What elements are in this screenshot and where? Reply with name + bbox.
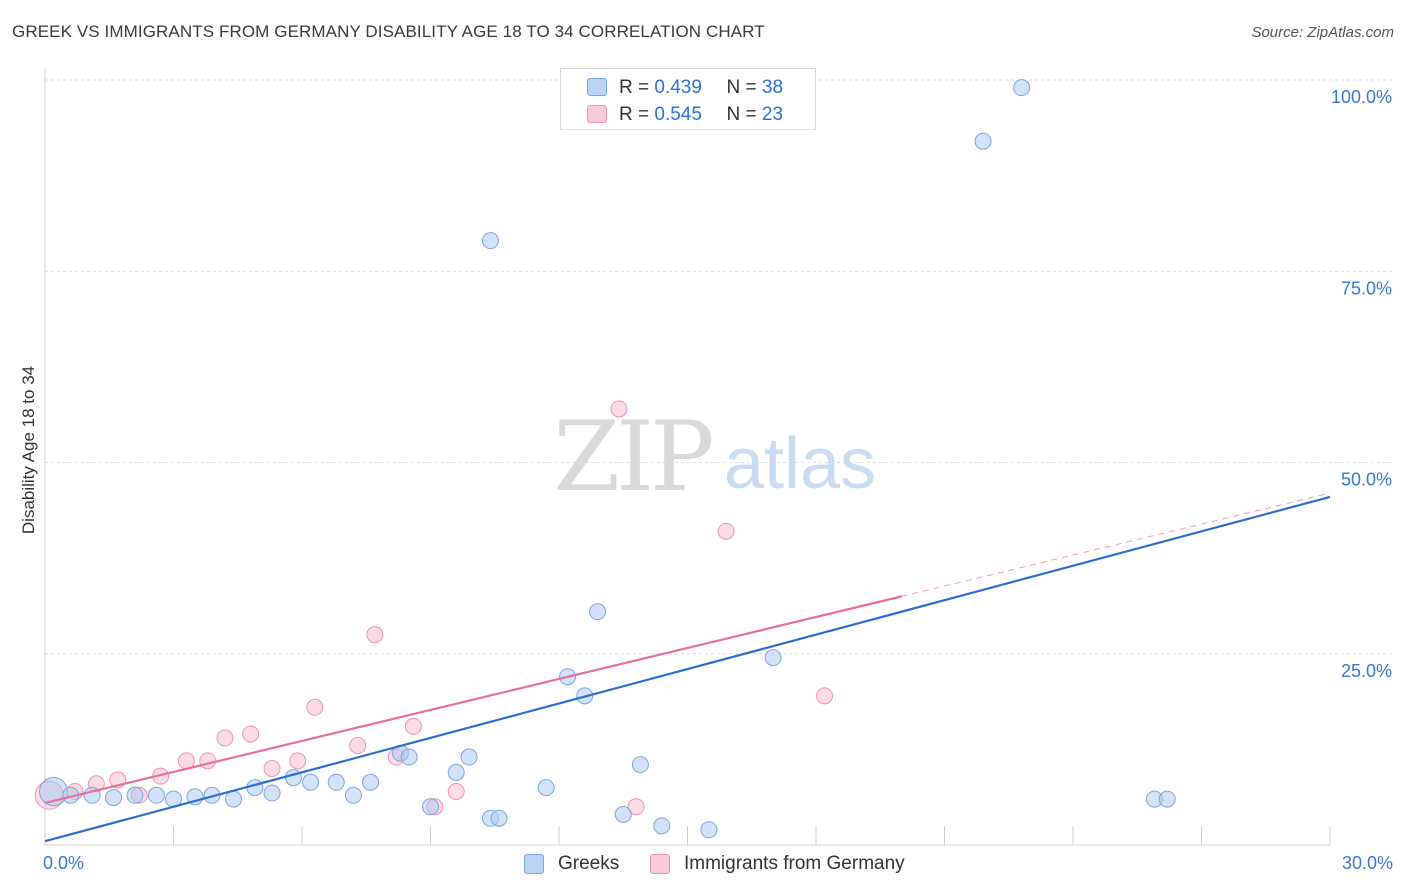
greeks-point	[614, 805, 632, 823]
y-tick-label: 75.0%	[1341, 278, 1392, 298]
greeks-point	[400, 748, 418, 766]
x-tick-label-max: 30.0%	[1342, 853, 1393, 873]
greeks-legend-swatch	[524, 854, 544, 874]
legend-r-label: R =	[619, 104, 650, 125]
y-tick-label: 100.0%	[1331, 87, 1392, 107]
greeks-r-value: 0.439	[654, 77, 702, 98]
greeks-point	[700, 821, 718, 839]
germany-point	[216, 729, 234, 747]
legend-n-label: N =	[726, 104, 757, 125]
x-tick-label-min: 0.0%	[43, 853, 84, 873]
watermark: ZIP atlas	[553, 401, 876, 513]
germany-point	[627, 798, 645, 816]
greeks-point	[147, 786, 165, 804]
germany-legend-label: Immigrants from Germany	[684, 853, 905, 874]
greeks-point	[224, 790, 242, 808]
germany-point	[816, 687, 834, 705]
greeks-point	[653, 817, 671, 835]
germany-r-value: 0.545	[654, 104, 702, 125]
greeks-point	[537, 779, 555, 797]
tick-layer: 25.0% 50.0% 75.0% 100.0% 0.0% 30.0%	[43, 87, 1393, 873]
germany-legend-swatch	[650, 854, 670, 874]
germany-swatch	[587, 105, 607, 123]
series-greeks	[39, 79, 1176, 839]
source-label: Source: ZipAtlas.com	[1251, 24, 1394, 41]
y-tick-label: 50.0%	[1341, 470, 1392, 490]
greeks-point	[764, 649, 782, 667]
trend-layer	[44, 492, 1331, 843]
y-tick-label: 25.0%	[1341, 661, 1392, 681]
germany-point	[289, 752, 307, 770]
greeks-point	[246, 779, 264, 797]
legend-n-label: N =	[726, 77, 757, 98]
y-axis-label: Disability Age 18 to 34	[19, 365, 38, 535]
greeks-point	[263, 784, 281, 802]
germany-point	[263, 760, 281, 777]
correlation-legend: R = 0.439 N = 38 R = 0.545 N = 23	[560, 68, 816, 130]
germany-point	[610, 400, 628, 418]
germany-point	[366, 626, 384, 644]
germany-point	[717, 522, 735, 540]
legend-r-label: R =	[619, 77, 650, 98]
greeks-point	[974, 132, 992, 150]
chart-title: GREEK VS IMMIGRANTS FROM GERMANY DISABIL…	[12, 22, 765, 41]
germany-point	[349, 737, 367, 755]
greeks-point	[1013, 79, 1031, 97]
greeks-point	[362, 773, 380, 791]
germany-trend-extension	[901, 492, 1331, 597]
watermark-zip: ZIP	[553, 401, 712, 513]
germany-point	[447, 782, 465, 800]
greeks-point	[1158, 790, 1176, 808]
greeks-point	[302, 773, 320, 791]
greeks-point	[105, 789, 123, 807]
greeks-point	[126, 786, 144, 804]
greeks-point	[589, 603, 607, 621]
germany-point	[199, 752, 217, 770]
greeks-swatch	[587, 78, 607, 96]
germany-n-value: 23	[761, 104, 784, 125]
axis-layer	[44, 68, 1331, 846]
grid-layer	[45, 79, 1392, 655]
greeks-point	[631, 756, 649, 774]
series-immigrants-from-germany	[34, 400, 834, 816]
greeks-point	[460, 748, 478, 766]
greeks-n-value: 38	[761, 77, 784, 98]
germany-trend-line	[44, 595, 902, 804]
greeks-point	[481, 232, 499, 250]
watermark-atlas: atlas	[724, 424, 876, 504]
greeks-trend-line	[44, 495, 1331, 843]
greeks-point	[447, 763, 465, 781]
germany-point	[306, 698, 324, 716]
greeks-point	[344, 786, 362, 804]
germany-point	[242, 725, 260, 743]
greeks-point	[327, 773, 345, 791]
germany-point	[404, 717, 422, 735]
greeks-point	[490, 809, 508, 827]
greeks-point	[422, 798, 439, 816]
greeks-legend-label: Greeks	[558, 853, 620, 874]
